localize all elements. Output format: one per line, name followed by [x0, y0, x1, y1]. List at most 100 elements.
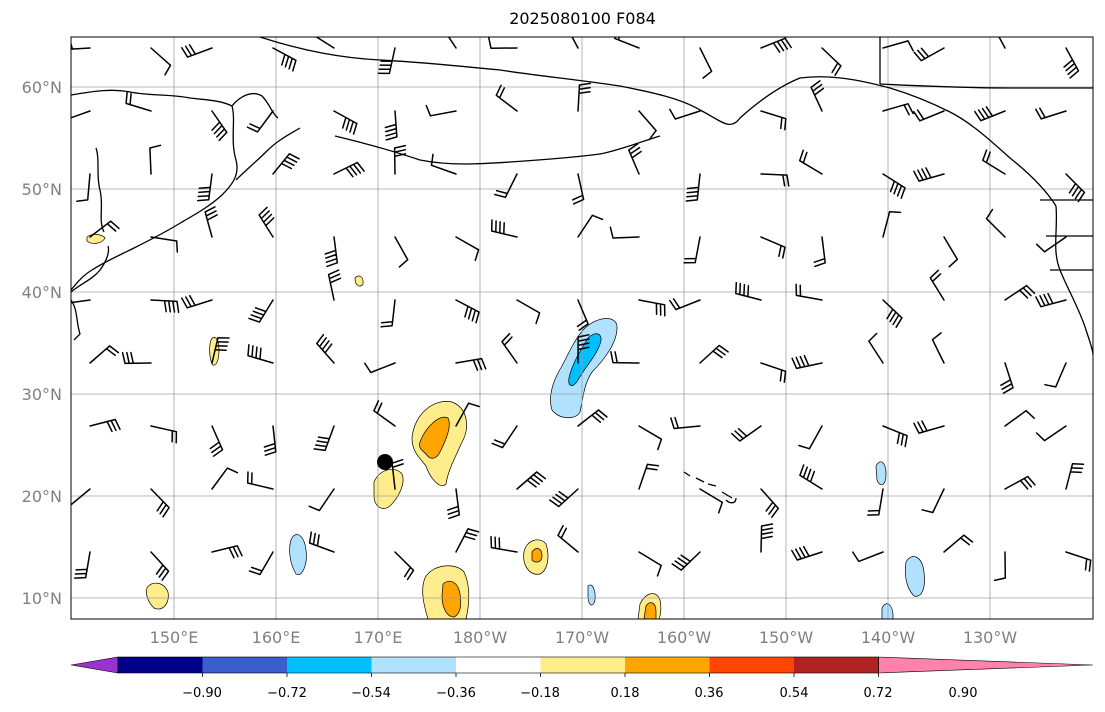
- wind-barb: [373, 400, 396, 427]
- wind-barb: [577, 409, 608, 427]
- colorbar-tick-label: −0.72: [267, 686, 307, 701]
- wind-barb: [913, 420, 945, 434]
- wind-barb: [150, 551, 170, 581]
- wind-barb: [1065, 551, 1092, 572]
- lon-label: 180°W: [453, 628, 508, 647]
- wind-barb: [685, 173, 701, 202]
- wind-barb: [929, 269, 945, 301]
- wind-barb: [1000, 362, 1014, 394]
- wind-barb: [577, 82, 592, 112]
- wind-barb: [327, 269, 342, 301]
- longitude-labels: 150°E 160°E 170°E 180°W 170°W 160°W 150°…: [150, 628, 1018, 647]
- wind-barb: [1035, 292, 1067, 308]
- wind-barb: [671, 551, 701, 571]
- wind-barb: [882, 40, 914, 52]
- wind-barb: [982, 149, 1006, 175]
- wind-barb: [455, 236, 480, 262]
- map-frame: [70, 36, 1094, 620]
- colorbar-extend-max: [878, 656, 1094, 674]
- wind-barb: [1004, 409, 1035, 427]
- wind-barb: [813, 236, 826, 268]
- wind-barb: [272, 153, 300, 175]
- wind-barb: [258, 206, 275, 238]
- lat-label: 30°N: [22, 385, 62, 404]
- wind-barb: [670, 416, 701, 430]
- wind-barb: [430, 153, 457, 175]
- positive-anomaly-region: [373, 468, 404, 509]
- positive-anomaly-core: [643, 602, 657, 619]
- wind-barb: [699, 488, 724, 514]
- wind-barb: [577, 334, 590, 364]
- wind-barb: [247, 344, 274, 364]
- colorbar-extend-min: [70, 656, 119, 674]
- map-plot-area: [71, 37, 1093, 619]
- wind-barb: [491, 425, 518, 449]
- wind-barb: [455, 357, 487, 371]
- wind-barb: [425, 104, 457, 117]
- us-canada-border: [1040, 199, 1093, 271]
- wind-barb: [638, 299, 666, 317]
- wind-barb: [699, 344, 729, 364]
- wind-barb: [447, 488, 461, 520]
- colorbar-segment: [456, 657, 541, 673]
- wind-barb: [76, 173, 91, 202]
- wind-barb: [1065, 463, 1085, 490]
- wind-barb: [391, 458, 404, 490]
- wind-barb: [913, 47, 945, 62]
- negative-anomaly-core: [568, 333, 602, 386]
- wind-barb: [549, 488, 579, 508]
- wind-barb: [760, 362, 787, 383]
- wind-barb: [246, 110, 274, 133]
- wind-barb: [364, 362, 396, 374]
- storm-center-marker: [377, 454, 393, 470]
- wind-barb: [576, 299, 589, 331]
- wind-barb: [73, 551, 91, 579]
- wind-barb: [263, 425, 277, 456]
- lon-label: 150°W: [759, 628, 814, 647]
- wind-barb: [638, 425, 663, 451]
- colorbar: [70, 656, 1094, 677]
- wind-barb: [760, 110, 787, 131]
- wind-barb: [447, 37, 457, 49]
- wind-barb: [882, 211, 902, 238]
- wind-barb: [455, 402, 480, 427]
- wind-barb: [121, 351, 152, 365]
- wind-barb: [791, 354, 823, 370]
- wind-barb: [71, 41, 91, 50]
- lat-label: 10°N: [22, 589, 62, 608]
- wind-barb: [943, 236, 959, 268]
- wind-barb: [791, 545, 823, 561]
- graticule: [71, 37, 1093, 619]
- colorbar-tick-label: 0.90: [949, 686, 978, 701]
- wind-barb: [638, 463, 660, 490]
- wind-barb: [577, 214, 604, 238]
- hawaii-islands: [683, 471, 737, 504]
- kuril-islands: [235, 127, 301, 181]
- wind-barb: [150, 47, 172, 76]
- wind-barb: [821, 47, 842, 76]
- colorbar-tick-label: 0.54: [780, 686, 809, 701]
- wind-barb: [495, 84, 518, 112]
- wind-barb: [211, 110, 228, 142]
- positive-anomaly-region: [354, 275, 364, 287]
- negative-anomaly-region: [904, 556, 925, 597]
- wind-barb: [760, 37, 792, 53]
- wind-barb: [1065, 173, 1086, 203]
- wind-barb: [71, 299, 91, 304]
- wind-barbs: [71, 37, 1092, 582]
- wind-barb: [610, 351, 640, 364]
- wind-barb: [921, 488, 945, 514]
- lon-label: 130°W: [963, 628, 1018, 647]
- map-title: 2025080100 F084: [509, 9, 656, 28]
- wind-barb: [494, 173, 518, 199]
- wind-barb: [490, 219, 518, 238]
- wind-barb: [150, 299, 180, 314]
- wind-barb: [882, 425, 908, 448]
- wind-barb: [867, 488, 884, 516]
- wind-barb: [211, 467, 239, 490]
- wind-barb: [150, 236, 179, 253]
- wind-barb: [1035, 425, 1067, 442]
- wind-barb: [735, 281, 762, 301]
- wind-barb: [868, 332, 884, 364]
- lat-label: 50°N: [22, 180, 62, 199]
